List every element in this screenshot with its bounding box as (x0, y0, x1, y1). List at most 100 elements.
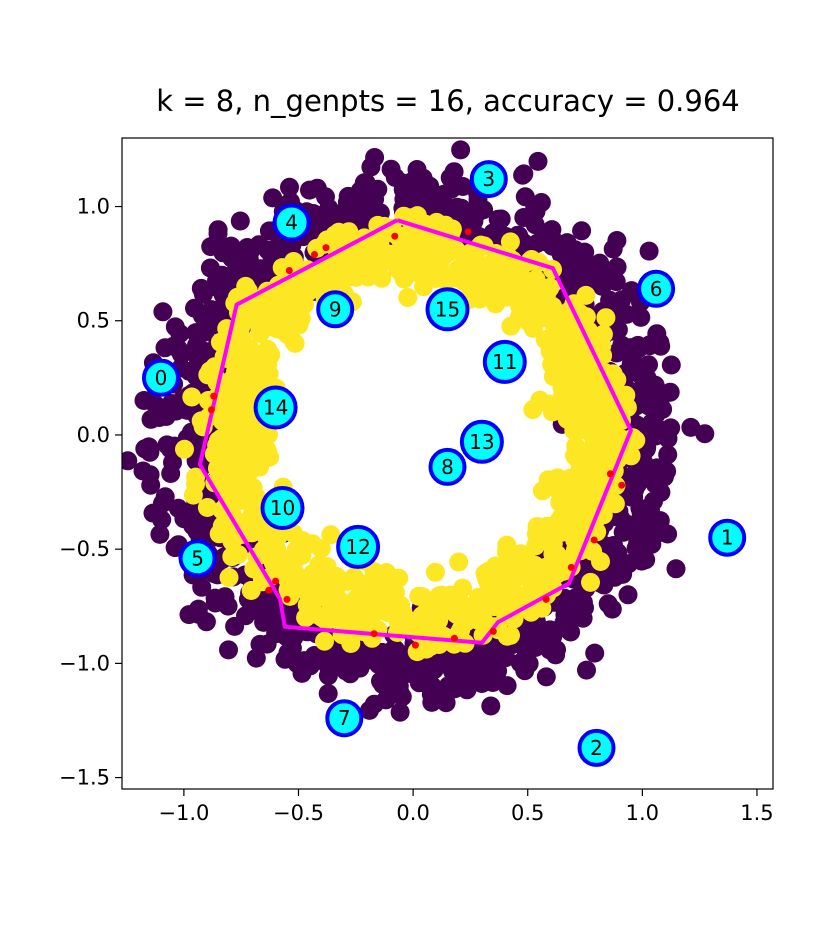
generator-point-label: 10 (270, 496, 295, 520)
inner-class-point (556, 363, 576, 383)
outer-class-point (150, 524, 170, 544)
generator-point (425, 287, 470, 332)
inner-class-point (375, 247, 395, 267)
outer-class-point (187, 335, 206, 355)
generator-point-label: 11 (492, 350, 517, 374)
chart-title: k = 8, n_genpts = 16, accuracy = 0.964 (156, 84, 740, 118)
inner-class-point (616, 385, 636, 405)
inner-class-point (576, 493, 596, 513)
generator-point-label: 5 (191, 546, 204, 570)
inner-class-point (447, 605, 467, 625)
inner-class-point (197, 498, 217, 517)
outer-class-point (165, 317, 185, 337)
outer-class-point (153, 302, 173, 322)
y-tick-label: −1.0 (59, 651, 110, 675)
generator-point (253, 385, 298, 430)
inner-class-point (523, 400, 543, 420)
generator-point-label: 3 (482, 167, 495, 191)
misclassified-point (464, 228, 472, 236)
outer-class-point (451, 670, 471, 690)
generator-point (637, 269, 676, 308)
outer-class-point (179, 605, 199, 625)
outer-class-point (536, 667, 556, 687)
outer-class-point (542, 220, 562, 240)
inner-class-point (230, 355, 249, 375)
outer-class-point (629, 338, 649, 358)
outer-class-point (515, 661, 535, 681)
inner-class-point (250, 319, 270, 339)
inner-class-point (562, 395, 582, 415)
inner-class-point (479, 255, 499, 275)
outer-class-point (661, 355, 681, 375)
inner-class-point (346, 267, 366, 287)
inner-class-point (376, 563, 396, 582)
outer-class-point (658, 445, 678, 465)
outer-class-point (198, 306, 218, 326)
outer-class-point (193, 284, 213, 304)
inner-class-point (315, 631, 334, 651)
outer-class-point (612, 335, 632, 355)
inner-class-point (426, 269, 446, 288)
outer-class-point (313, 208, 333, 228)
generator-point-label: 4 (285, 211, 298, 235)
outer-class-point (141, 475, 161, 495)
outer-class-point (654, 467, 674, 487)
inner-class-point (612, 411, 631, 431)
inner-class-point (580, 398, 600, 417)
generator-point-label: 7 (338, 706, 351, 730)
outer-class-point (171, 342, 191, 362)
inner-class-point (219, 568, 239, 587)
outer-class-point (650, 511, 670, 531)
outer-class-point (192, 577, 212, 597)
outer-class-point (188, 513, 208, 533)
inner-class-point (497, 535, 517, 555)
inner-class-point (536, 285, 556, 305)
outer-class-point (390, 684, 410, 704)
generator-point-label: 9 (329, 297, 342, 321)
inner-class-point (473, 625, 493, 645)
outer-class-point (613, 522, 633, 542)
inner-class-point (398, 288, 418, 307)
outer-class-point (636, 530, 656, 550)
generator-point (142, 358, 180, 397)
inner-class-point (573, 420, 593, 439)
outer-class-point (600, 290, 620, 310)
outer-class-point (440, 168, 460, 188)
inner-class-point (440, 585, 460, 605)
generator-point (708, 518, 747, 557)
inner-class-point (526, 269, 546, 289)
x-tick-label: 1.0 (626, 801, 659, 825)
outer-class-point (340, 664, 360, 684)
outer-class-point (174, 509, 194, 529)
inner-class-point (314, 608, 334, 628)
outer-class-point (407, 160, 427, 179)
outer-class-point (163, 453, 182, 472)
inner-class-point (289, 311, 309, 331)
outer-class-point (537, 630, 557, 649)
inner-class-point (279, 572, 299, 592)
outer-class-point (632, 551, 652, 571)
outer-class-point (628, 363, 648, 383)
generator-point (469, 160, 508, 199)
misclassified-point (283, 595, 291, 603)
outer-class-point (134, 391, 154, 410)
outer-class-point (196, 612, 216, 632)
inner-class-point (573, 377, 593, 397)
outer-class-point (645, 375, 665, 395)
inner-class-point (530, 566, 550, 586)
outer-class-point (205, 588, 225, 608)
outer-class-point (390, 702, 410, 722)
outer-class-point (360, 189, 380, 209)
outer-class-point (627, 475, 647, 495)
inner-class-point (378, 603, 398, 623)
inner-class-point (311, 539, 331, 559)
outer-class-point (474, 642, 494, 662)
outer-class-point (660, 382, 680, 402)
outer-class-point (573, 608, 593, 628)
outer-class-point (651, 336, 671, 356)
inner-class-point (576, 307, 596, 327)
inner-class-point (581, 572, 600, 592)
inner-class-point (426, 607, 446, 627)
generator-point-label: 0 (155, 366, 168, 390)
inner-class-point (397, 240, 417, 260)
